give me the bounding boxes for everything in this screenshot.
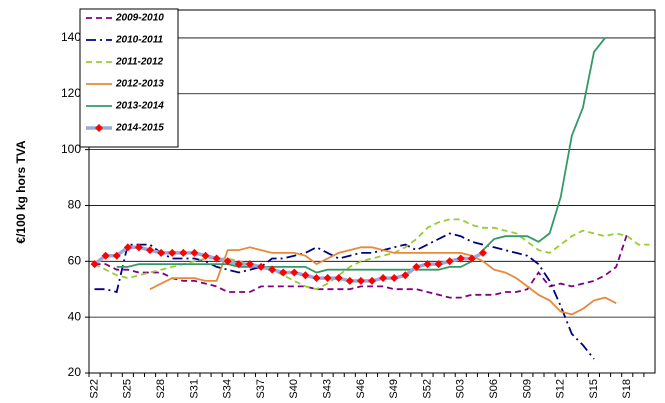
y-tick-label: 80 <box>68 198 82 212</box>
x-tick-label: S37 <box>255 379 267 399</box>
data-point <box>123 243 132 252</box>
data-point <box>234 260 243 269</box>
series-line <box>94 218 650 291</box>
series-line <box>149 246 617 316</box>
data-point <box>301 271 310 280</box>
data-point <box>401 271 410 280</box>
x-tick-label: S34 <box>222 379 234 399</box>
legend-box <box>79 8 179 148</box>
data-point <box>90 260 99 269</box>
x-tick-label: S43 <box>322 379 334 399</box>
y-tick-label: 60 <box>68 253 82 267</box>
data-point <box>112 251 121 260</box>
data-point <box>323 274 332 283</box>
data-point <box>290 268 299 277</box>
x-tick-label: S12 <box>555 379 567 399</box>
data-point <box>390 274 399 283</box>
data-point <box>279 268 288 277</box>
data-point <box>157 248 166 257</box>
x-tick-label: S22 <box>88 379 100 399</box>
data-point <box>368 276 376 285</box>
data-point <box>356 276 365 285</box>
y-tick-label: 120 <box>61 86 81 100</box>
series-line <box>94 233 629 299</box>
legend-label: 2014-2015 <box>115 123 164 134</box>
y-tick-label: 100 <box>61 142 81 156</box>
x-tick-label: S18 <box>621 379 633 399</box>
legend-label: 2010-2011 <box>115 35 164 46</box>
x-tick-label: S31 <box>188 379 200 399</box>
data-point <box>212 254 221 263</box>
data-point <box>312 274 321 283</box>
series-line <box>116 37 606 274</box>
data-point <box>478 248 487 257</box>
x-tick-label: S06 <box>488 379 500 399</box>
x-tick-label: S40 <box>288 379 300 399</box>
x-tick-label: S49 <box>388 379 400 399</box>
data-point <box>456 254 465 263</box>
data-point <box>334 274 343 283</box>
legend-label: 2009-2010 <box>115 13 164 24</box>
data-point <box>245 260 254 269</box>
data-point <box>190 248 199 257</box>
y-tick-label: 20 <box>68 365 82 379</box>
x-tick-label: S03 <box>455 379 467 399</box>
legend-label: 2013-2014 <box>115 101 164 112</box>
data-point <box>467 254 476 263</box>
data-point <box>101 251 110 260</box>
data-point <box>423 260 432 269</box>
x-tick-label: S52 <box>421 379 433 399</box>
data-point <box>201 251 210 260</box>
data-point <box>257 262 266 271</box>
series-line <box>94 232 595 360</box>
data-point <box>379 274 388 283</box>
x-tick-label: S09 <box>521 379 533 399</box>
legend-label: 2012-2013 <box>115 79 164 90</box>
data-point <box>134 243 143 252</box>
data-point <box>434 260 443 269</box>
data-point <box>168 248 177 257</box>
y-axis-label: €/100 kg hors TVA <box>14 140 28 243</box>
data-point <box>268 265 277 274</box>
x-tick-label: S46 <box>355 379 367 399</box>
legend-marker <box>95 124 103 132</box>
data-point <box>445 257 454 266</box>
data-point <box>223 257 232 266</box>
x-tick-label: S25 <box>122 379 134 399</box>
data-point <box>345 276 354 285</box>
data-point <box>179 248 188 257</box>
x-tick-label: S28 <box>155 379 167 399</box>
data-point <box>146 246 155 255</box>
y-tick-label: 140 <box>61 30 81 44</box>
y-tick-label: 40 <box>68 309 82 323</box>
x-tick-label: S15 <box>588 379 600 399</box>
legend-label: 2011-2012 <box>115 57 164 68</box>
data-point <box>412 262 421 271</box>
